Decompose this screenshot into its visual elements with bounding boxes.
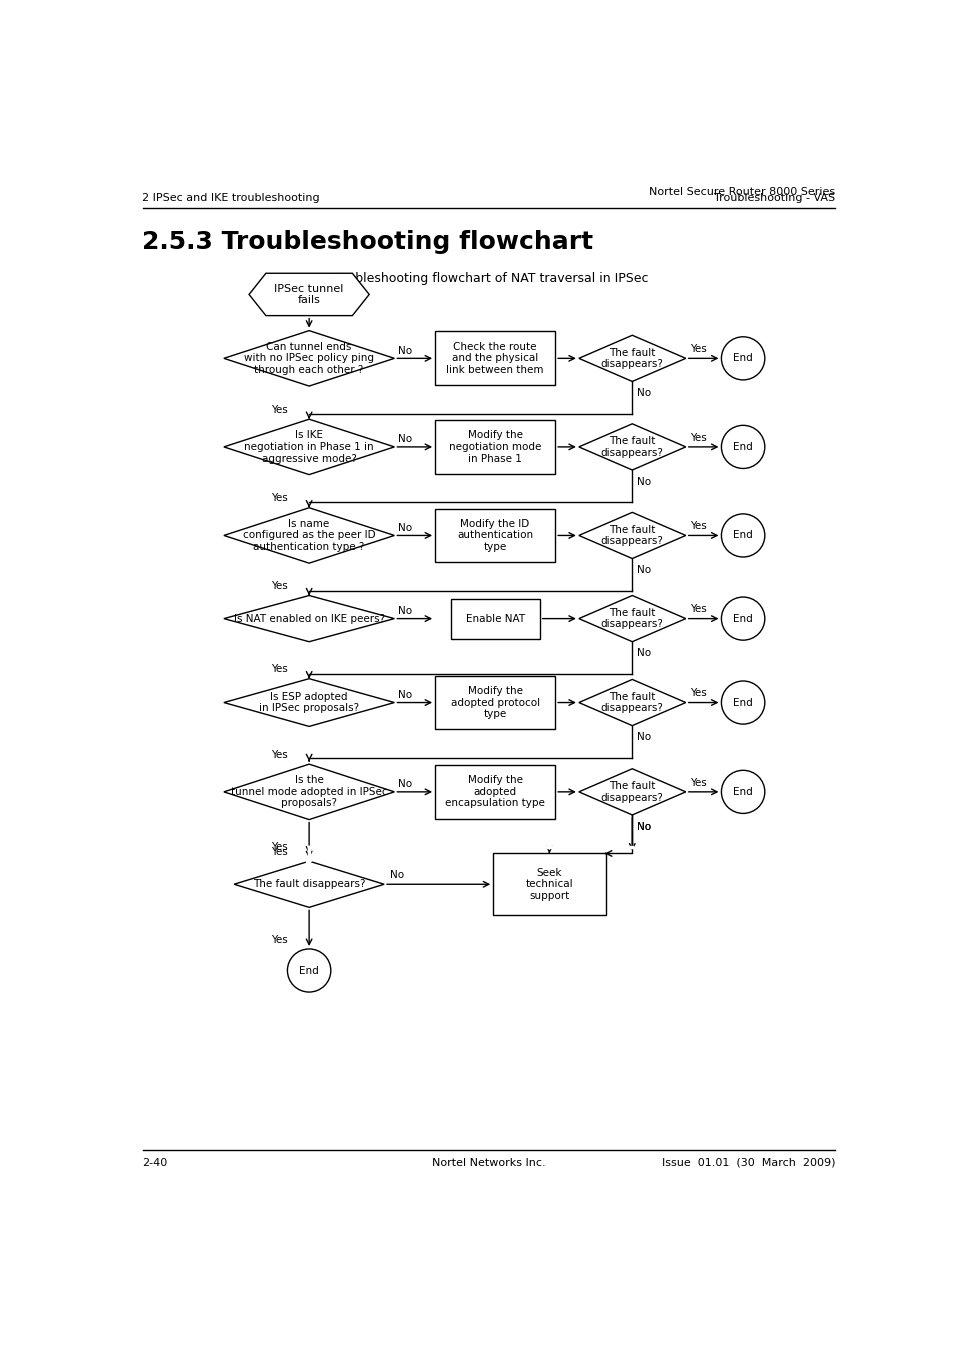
Polygon shape	[233, 861, 384, 907]
Polygon shape	[578, 768, 685, 815]
Polygon shape	[224, 679, 394, 726]
Text: The fault
disappears?: The fault disappears?	[600, 691, 663, 713]
Text: Yes: Yes	[689, 521, 705, 531]
Circle shape	[720, 514, 764, 558]
Text: No: No	[637, 732, 650, 742]
Text: Yes: Yes	[271, 842, 287, 852]
FancyBboxPatch shape	[450, 598, 539, 639]
Text: The fault disappears?: The fault disappears?	[253, 879, 365, 890]
Text: Modify the
adopted
encapsulation type: Modify the adopted encapsulation type	[445, 775, 544, 809]
Text: No: No	[637, 822, 650, 832]
Circle shape	[720, 425, 764, 468]
Text: End: End	[733, 531, 752, 540]
Text: Check the route
and the physical
link between them: Check the route and the physical link be…	[446, 342, 543, 375]
Text: Yes: Yes	[689, 688, 705, 698]
Text: Yes: Yes	[271, 934, 287, 945]
Text: Is IKE
negotiation in Phase 1 in
aggressive mode?: Is IKE negotiation in Phase 1 in aggress…	[244, 431, 374, 463]
Circle shape	[287, 949, 331, 992]
Text: Yes: Yes	[689, 778, 705, 787]
Circle shape	[720, 597, 764, 640]
Text: No: No	[637, 822, 650, 832]
Text: End: End	[733, 787, 752, 796]
Text: 2-40: 2-40	[142, 1157, 168, 1168]
Polygon shape	[578, 513, 685, 559]
Polygon shape	[224, 508, 394, 563]
Circle shape	[720, 336, 764, 379]
Text: No: No	[637, 477, 650, 486]
Text: No: No	[397, 522, 412, 533]
Text: Troubleshooting flowchart of NAT traversal in IPSec: Troubleshooting flowchart of NAT travers…	[329, 273, 648, 285]
Text: Can tunnel ends
with no IPSec policy ping
through each other ?: Can tunnel ends with no IPSec policy pin…	[244, 342, 374, 375]
Text: Modify the ID
authentication
type: Modify the ID authentication type	[456, 518, 533, 552]
Text: No: No	[637, 648, 650, 659]
Text: Enable NAT: Enable NAT	[465, 614, 524, 624]
Text: No: No	[397, 435, 412, 444]
Polygon shape	[578, 679, 685, 726]
Text: No: No	[637, 566, 650, 575]
FancyBboxPatch shape	[435, 509, 555, 563]
Text: 2.5.3 Troubleshooting flowchart: 2.5.3 Troubleshooting flowchart	[142, 230, 593, 254]
Text: The fault
disappears?: The fault disappears?	[600, 436, 663, 458]
Text: The fault
disappears?: The fault disappears?	[600, 782, 663, 803]
FancyBboxPatch shape	[435, 420, 555, 474]
Text: No: No	[637, 387, 650, 398]
Text: Is NAT enabled on IKE peers?: Is NAT enabled on IKE peers?	[233, 614, 384, 624]
Text: Yes: Yes	[689, 605, 705, 614]
Circle shape	[720, 680, 764, 724]
Polygon shape	[578, 595, 685, 641]
Text: Is ESP adopted
in IPSec proposals?: Is ESP adopted in IPSec proposals?	[259, 691, 359, 713]
Polygon shape	[224, 420, 394, 475]
Text: The fault
disappears?: The fault disappears?	[600, 525, 663, 547]
Text: Is name
configured as the peer ID
authentication type ?: Is name configured as the peer ID authen…	[243, 518, 375, 552]
Text: No: No	[389, 869, 403, 880]
Text: Nortel Secure Router 8000 Series: Nortel Secure Router 8000 Series	[649, 186, 835, 197]
Polygon shape	[224, 764, 394, 819]
Text: Yes: Yes	[271, 664, 287, 675]
Text: Yes: Yes	[689, 432, 705, 443]
Text: Seek
technical
support: Seek technical support	[525, 868, 573, 900]
Text: IPSec tunnel
fails: IPSec tunnel fails	[274, 284, 343, 305]
Text: End: End	[733, 441, 752, 452]
Text: End: End	[733, 698, 752, 707]
Text: 2 IPSec and IKE troubleshooting: 2 IPSec and IKE troubleshooting	[142, 193, 320, 202]
Text: End: End	[733, 354, 752, 363]
Text: Yes: Yes	[689, 344, 705, 354]
Polygon shape	[249, 273, 369, 316]
Text: Nortel Networks Inc.: Nortel Networks Inc.	[432, 1157, 545, 1168]
FancyBboxPatch shape	[435, 331, 555, 385]
Text: End: End	[733, 614, 752, 624]
FancyBboxPatch shape	[435, 675, 555, 729]
Text: End: End	[299, 965, 318, 976]
Text: The fault
disappears?: The fault disappears?	[600, 347, 663, 369]
Text: No: No	[397, 779, 412, 790]
Text: Modify the
adopted protocol
type: Modify the adopted protocol type	[450, 686, 539, 720]
FancyBboxPatch shape	[435, 765, 555, 819]
Text: The fault
disappears?: The fault disappears?	[600, 608, 663, 629]
Text: No: No	[397, 690, 412, 699]
Text: Modify the
negotiation mode
in Phase 1: Modify the negotiation mode in Phase 1	[449, 431, 540, 463]
Text: Issue  01.01  (30  March  2009): Issue 01.01 (30 March 2009)	[661, 1157, 835, 1168]
FancyBboxPatch shape	[493, 853, 605, 915]
Polygon shape	[224, 595, 394, 641]
Text: Yes: Yes	[271, 846, 287, 857]
Text: Yes: Yes	[271, 582, 287, 591]
Text: Yes: Yes	[271, 494, 287, 504]
Text: No: No	[397, 346, 412, 355]
Text: Troubleshooting - VAS: Troubleshooting - VAS	[714, 193, 835, 202]
Text: No: No	[397, 606, 412, 616]
Polygon shape	[224, 331, 394, 386]
Polygon shape	[578, 424, 685, 470]
Text: Yes: Yes	[271, 749, 287, 760]
Text: Is the
tunnel mode adopted in IPSec
proposals?: Is the tunnel mode adopted in IPSec prop…	[231, 775, 387, 809]
Circle shape	[720, 771, 764, 814]
Text: Yes: Yes	[271, 405, 287, 414]
Polygon shape	[578, 335, 685, 382]
